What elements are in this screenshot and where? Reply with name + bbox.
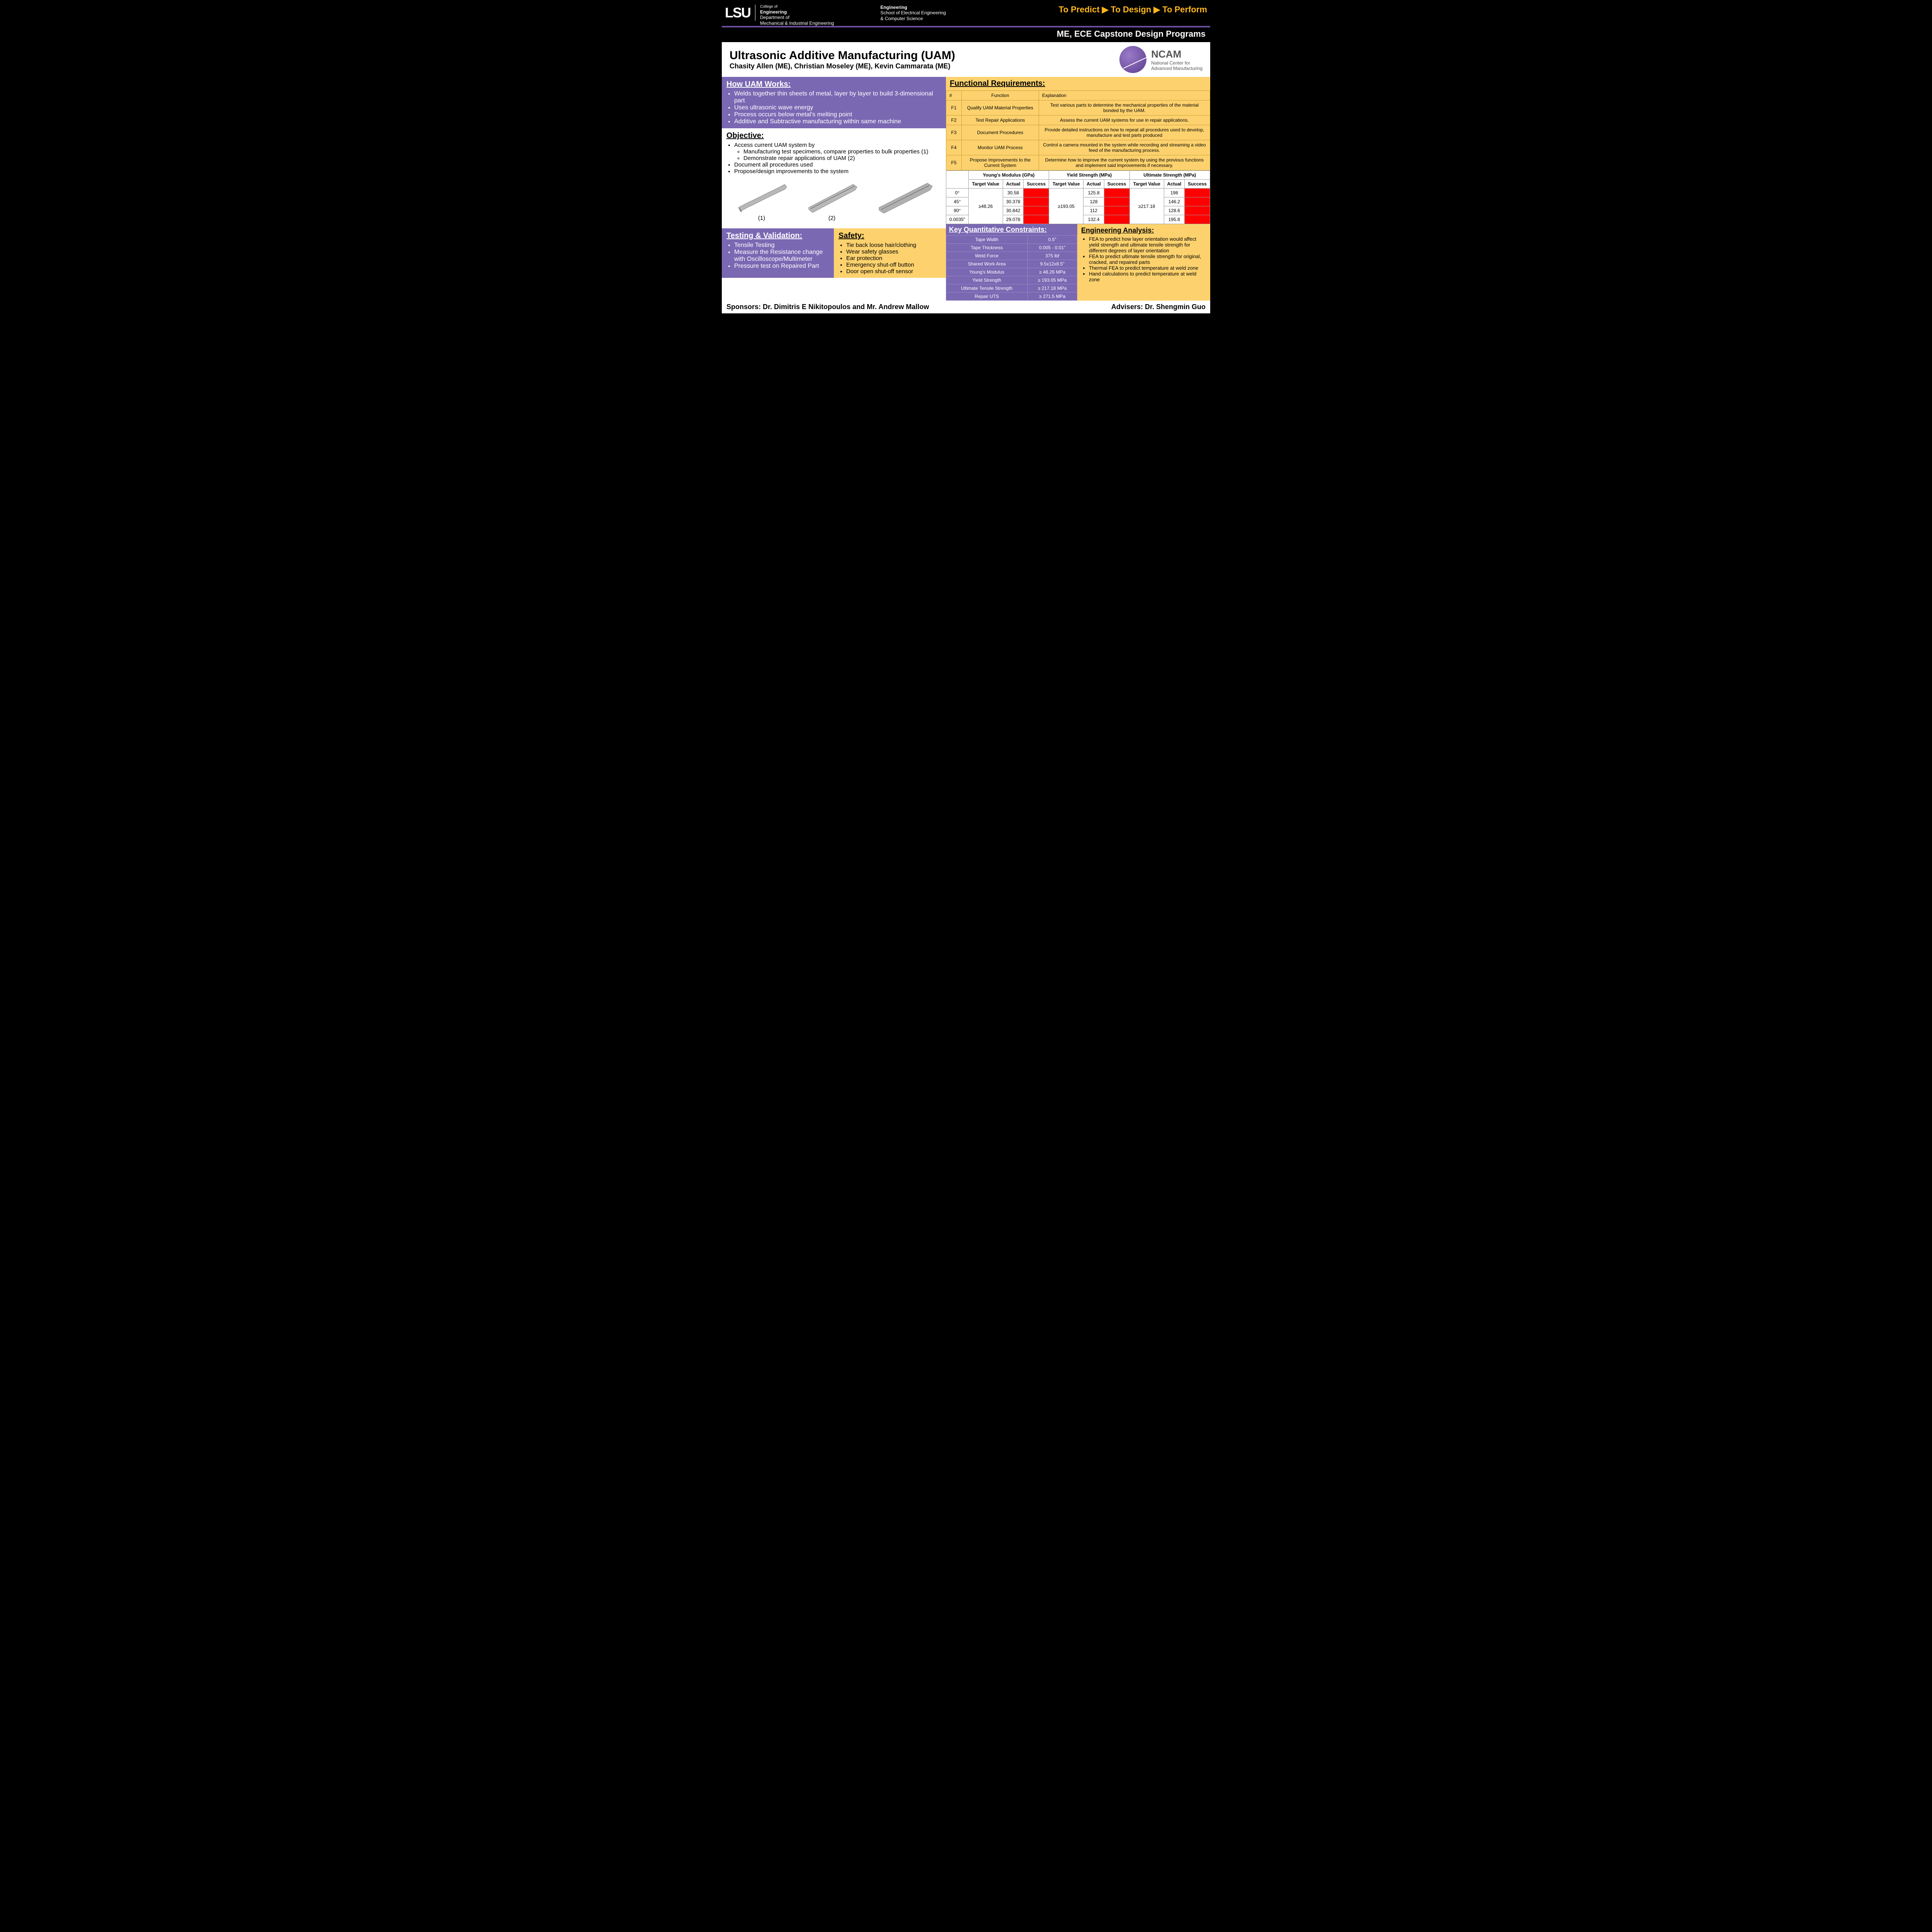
- table-row: Tape Thickness0.005 - 0.01": [946, 244, 1077, 252]
- specimen-1: (1): [735, 179, 789, 221]
- bottom-left-grid: Testing & Validation: Tensile Testing Me…: [722, 228, 946, 278]
- safety: Safety: Tie back loose hair/clothing Wea…: [834, 228, 946, 278]
- left-column: How UAM Works: Welds together thin sheet…: [722, 77, 946, 301]
- header: LSU College of Engineering Department of…: [722, 3, 1210, 27]
- authors: Chasity Allen (ME), Christian Moseley (M…: [730, 62, 955, 70]
- functional-requirements-table: # Function Explanation F1Qualify UAM Mat…: [946, 90, 1210, 170]
- poster: LSU College of Engineering Department of…: [719, 0, 1213, 316]
- table-row: 0° ≥48.2630.58 ≥193.05125.8 ≥217.18198: [946, 189, 1210, 197]
- engineering-analysis: Engineering Analysis: FEA to predict how…: [1077, 224, 1210, 301]
- specimen-2b: [875, 179, 933, 221]
- title-row: Ultrasonic Additive Manufacturing (UAM) …: [722, 42, 1210, 77]
- table-row: Young's Modulus≥ 48.26 MPa: [946, 268, 1077, 276]
- testing-validation: Testing & Validation: Tensile Testing Me…: [722, 228, 834, 278]
- specimen-images: (1) (2): [726, 175, 941, 225]
- bar-specimen-icon: [875, 179, 933, 213]
- how-uam-works: How UAM Works: Welds together thin sheet…: [722, 77, 946, 128]
- advisers: Advisers: Dr. Shengmin Guo: [1111, 303, 1206, 311]
- title-block: Ultrasonic Additive Manufacturing (UAM) …: [730, 49, 955, 70]
- dept-mie: College of Engineering Department of Mec…: [760, 5, 834, 26]
- results-table: Young's Modulus (GPa) Yield Strength (MP…: [946, 170, 1210, 224]
- table-row: F1Qualify UAM Material PropertiesTest va…: [946, 100, 1210, 116]
- footer: Sponsors: Dr. Dimitris E Nikitopoulos an…: [722, 301, 1210, 313]
- triangle-icon: ▶: [1153, 5, 1160, 15]
- table-row: Yield Strength≥ 193.05 MPa: [946, 276, 1077, 284]
- bottom-right-grid: Key Quantitative Constraints: Tape Width…: [946, 224, 1210, 301]
- specimen-2a: (2): [805, 179, 859, 221]
- table-row: Ultimate Tensile Strength≥ 217.18 MPa: [946, 284, 1077, 293]
- bar-specimen-icon: [805, 179, 859, 213]
- table-row: F4Monitor UAM ProcessControl a camera mo…: [946, 140, 1210, 155]
- main-content: Ultrasonic Additive Manufacturing (UAM) …: [722, 42, 1210, 313]
- functional-requirements: Functional Requirements: # Function Expl…: [946, 77, 1210, 170]
- tagline: To Predict ▶ To Design ▶ To Perform: [1059, 5, 1207, 15]
- constraints-table: Tape Width0.5" Tape Thickness0.005 - 0.0…: [946, 235, 1077, 301]
- ncam-logo: NCAM National Center for Advanced Manufa…: [1119, 46, 1202, 73]
- content-grid: How UAM Works: Welds together thin sheet…: [722, 77, 1210, 301]
- ncam-sphere-icon: [1119, 46, 1146, 73]
- subhead: ME, ECE Capstone Design Programs: [722, 27, 1210, 42]
- sponsors: Sponsors: Dr. Dimitris E Nikitopoulos an…: [726, 303, 929, 311]
- table-row: Repair UTS≥ 271.5 MPa: [946, 293, 1077, 301]
- key-constraints: Key Quantitative Constraints: Tape Width…: [946, 224, 1077, 301]
- table-row: Shared Work Area9.5x12x8.5": [946, 260, 1077, 268]
- table-row: F5Propose Improvements to the Current Sy…: [946, 155, 1210, 170]
- triangle-icon: ▶: [1102, 5, 1109, 15]
- table-row: Tape Width0.5": [946, 236, 1077, 244]
- project-title: Ultrasonic Additive Manufacturing (UAM): [730, 49, 955, 62]
- table-row: Weld Force375 lbf: [946, 252, 1077, 260]
- table-row: F3Document ProceduresProvide detailed in…: [946, 125, 1210, 140]
- right-column: Functional Requirements: # Function Expl…: [946, 77, 1210, 301]
- dept-eecs: Engineering School of Electrical Enginee…: [880, 5, 946, 21]
- table-row: F2Test Repair ApplicationsAssess the cur…: [946, 116, 1210, 125]
- lsu-logo: LSU: [725, 5, 755, 21]
- objective: Objective: Access current UAM system by …: [722, 128, 946, 228]
- dogbone-specimen-icon: [735, 179, 789, 213]
